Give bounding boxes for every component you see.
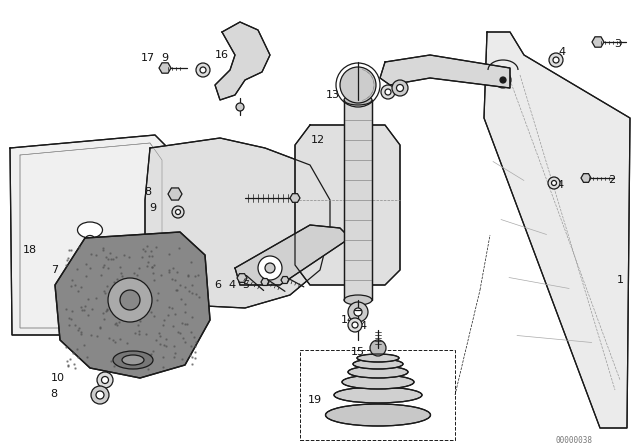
Text: 5: 5 xyxy=(243,280,250,290)
Text: 4: 4 xyxy=(228,280,236,290)
Circle shape xyxy=(120,290,140,310)
Ellipse shape xyxy=(77,222,102,238)
Ellipse shape xyxy=(342,375,414,389)
Circle shape xyxy=(381,85,395,99)
Circle shape xyxy=(392,80,408,96)
Text: 18: 18 xyxy=(23,245,37,255)
Circle shape xyxy=(97,372,113,388)
Text: 4: 4 xyxy=(559,47,566,57)
Polygon shape xyxy=(581,174,591,182)
Ellipse shape xyxy=(357,354,399,362)
Polygon shape xyxy=(168,188,182,200)
Text: 10: 10 xyxy=(51,373,65,383)
Circle shape xyxy=(397,85,403,91)
Text: 9: 9 xyxy=(149,203,157,213)
Circle shape xyxy=(354,308,362,316)
Ellipse shape xyxy=(122,355,144,365)
Bar xyxy=(300,350,455,440)
Circle shape xyxy=(200,67,206,73)
Polygon shape xyxy=(215,22,270,100)
Bar xyxy=(344,100,372,300)
Text: 8: 8 xyxy=(51,389,58,399)
Circle shape xyxy=(348,318,362,332)
Ellipse shape xyxy=(353,359,403,369)
Text: 7: 7 xyxy=(51,265,59,275)
Circle shape xyxy=(102,376,109,383)
Circle shape xyxy=(96,391,104,399)
Text: 11: 11 xyxy=(353,90,367,100)
Polygon shape xyxy=(10,135,178,335)
Text: 16: 16 xyxy=(215,50,229,60)
Text: 8: 8 xyxy=(145,187,152,197)
Polygon shape xyxy=(159,63,171,73)
Polygon shape xyxy=(235,225,350,285)
Circle shape xyxy=(236,103,244,111)
Circle shape xyxy=(172,206,184,218)
Ellipse shape xyxy=(344,295,372,305)
Text: 3: 3 xyxy=(614,39,621,49)
Polygon shape xyxy=(261,279,269,285)
Circle shape xyxy=(265,263,275,273)
Text: 4: 4 xyxy=(360,321,367,331)
Circle shape xyxy=(385,89,391,95)
Polygon shape xyxy=(145,138,330,308)
Polygon shape xyxy=(281,276,289,284)
Text: 19: 19 xyxy=(308,395,322,405)
Text: 6: 6 xyxy=(214,280,221,290)
Ellipse shape xyxy=(86,236,94,241)
Text: 13: 13 xyxy=(326,90,340,100)
Circle shape xyxy=(91,386,109,404)
Circle shape xyxy=(548,177,560,189)
Text: 2: 2 xyxy=(609,175,616,185)
Polygon shape xyxy=(55,232,210,378)
Polygon shape xyxy=(484,32,630,428)
Polygon shape xyxy=(237,274,247,282)
Circle shape xyxy=(340,67,376,103)
Circle shape xyxy=(175,210,180,215)
Ellipse shape xyxy=(326,404,431,426)
Text: 1: 1 xyxy=(616,275,623,285)
Text: 14: 14 xyxy=(341,315,355,325)
Circle shape xyxy=(352,322,358,328)
Circle shape xyxy=(500,77,506,83)
Text: 12: 12 xyxy=(311,135,325,145)
Polygon shape xyxy=(592,37,604,47)
Text: 4: 4 xyxy=(556,180,564,190)
Polygon shape xyxy=(295,125,400,285)
Text: 15: 15 xyxy=(351,347,365,357)
Circle shape xyxy=(258,256,282,280)
Circle shape xyxy=(553,57,559,63)
Ellipse shape xyxy=(344,95,372,105)
Circle shape xyxy=(495,72,511,88)
Ellipse shape xyxy=(334,387,422,403)
Circle shape xyxy=(549,53,563,67)
Ellipse shape xyxy=(113,351,153,369)
Ellipse shape xyxy=(348,366,408,378)
Polygon shape xyxy=(380,55,510,88)
Circle shape xyxy=(196,63,210,77)
Text: 9: 9 xyxy=(161,53,168,63)
Text: 4: 4 xyxy=(381,90,388,100)
Polygon shape xyxy=(290,194,300,202)
Circle shape xyxy=(108,278,152,322)
Circle shape xyxy=(552,181,557,185)
Text: 17: 17 xyxy=(141,53,155,63)
Circle shape xyxy=(348,302,368,322)
Text: 14: 14 xyxy=(395,83,409,93)
Circle shape xyxy=(370,340,386,356)
Text: 00000038: 00000038 xyxy=(555,435,592,444)
